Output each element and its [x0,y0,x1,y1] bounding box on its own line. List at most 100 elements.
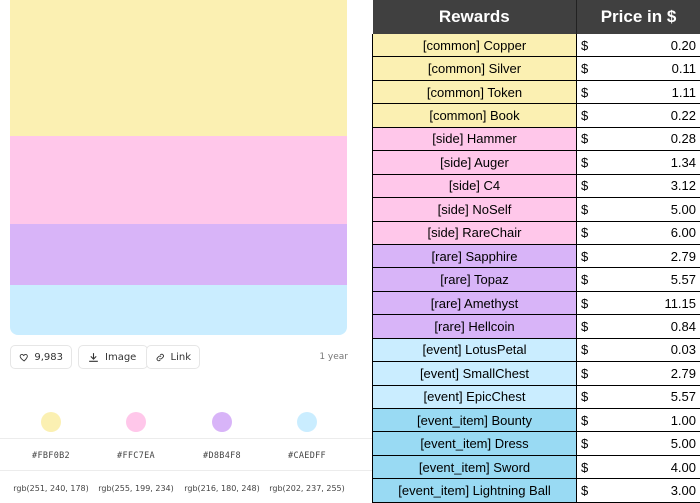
palette-band-1[interactable] [10,0,347,136]
table-row: [common] Token $1.11 [372,80,700,105]
download-icon [89,352,98,362]
header-rewards: Rewards [372,0,577,34]
currency-symbol: $ [576,174,605,199]
currency-symbol: $ [576,455,605,480]
copy-link-button[interactable]: Link [146,345,200,369]
reward-name: [rare] Topaz [372,267,577,292]
reward-price: 3.12 [604,174,700,199]
table-row: [rare] Amethyst $11.15 [372,291,700,316]
swatch-rgb-4[interactable]: rgb(202, 237, 255) [269,484,345,493]
table-row: [event] LotusPetal $0.03 [372,338,700,363]
rewards-table: Rewards Price in $ [common] Copper $0.20[… [372,0,700,503]
currency-symbol: $ [576,478,605,503]
palette-band-3[interactable] [10,224,347,285]
currency-symbol: $ [576,80,605,105]
reward-name: [event] LotusPetal [372,338,577,363]
palette-age: 1 year [319,352,348,362]
reward-name: [side] Hammer [372,127,577,152]
reward-price: 1.00 [604,408,700,433]
reward-price: 0.22 [604,103,700,128]
table-header-row: Rewards Price in $ [372,0,700,34]
currency-symbol: $ [576,314,605,339]
reward-price: 5.00 [604,431,700,456]
reward-name: [rare] Sapphire [372,244,577,269]
currency-symbol: $ [576,34,605,58]
reward-price: 1.34 [604,150,700,175]
swatch-1[interactable] [8,412,94,432]
swatch-rgb-3[interactable]: rgb(216, 180, 248) [184,484,260,493]
currency-symbol: $ [576,431,605,456]
link-label: Link [170,351,191,363]
reward-price: 5.57 [604,385,700,410]
swatch-rgb-2[interactable]: rgb(255, 199, 234) [98,484,174,493]
swatch-2[interactable] [93,412,179,432]
reward-name: [event] EpicChest [372,385,577,410]
currency-symbol: $ [576,361,605,386]
reward-name: [event_item] Bounty [372,408,577,433]
reward-name: [event] SmallChest [372,361,577,386]
currency-symbol: $ [576,56,605,81]
table-row: [event] EpicChest $5.57 [372,385,700,410]
reward-name: [common] Silver [372,56,577,81]
palette-band-2[interactable] [10,136,347,224]
reward-name: [rare] Hellcoin [372,314,577,339]
reward-price: 0.28 [604,127,700,152]
currency-symbol: $ [576,221,605,245]
like-count: 9,983 [34,351,63,363]
reward-price: 5.57 [604,267,700,292]
palette-band-4[interactable] [10,285,347,335]
reward-price: 0.03 [604,338,700,363]
table-row: [side] NoSelf $5.00 [372,197,700,222]
swatch-hex-4[interactable]: #CAEDFF [288,451,326,461]
currency-symbol: $ [576,408,605,433]
table-row: [rare] Hellcoin $0.84 [372,314,700,339]
download-image-button[interactable]: Image [78,345,148,369]
currency-symbol: $ [576,150,605,175]
reward-name: [event_item] Lightning Ball [372,478,577,503]
image-label: Image [105,351,137,363]
swatch-4[interactable] [264,412,350,432]
like-button[interactable]: 9,983 [10,345,72,369]
palette-preview[interactable] [10,0,347,335]
reward-price: 3.00 [604,478,700,503]
currency-symbol: $ [576,267,605,292]
table-row: [side] C4 $3.12 [372,174,700,199]
reward-price: 2.79 [604,361,700,386]
reward-name: [common] Copper [372,34,577,58]
reward-price: 11.15 [604,291,700,316]
reward-name: [side] Auger [372,150,577,175]
reward-price: 0.11 [604,56,700,81]
heart-icon [19,353,28,361]
table-row: [event_item] Sword $4.00 [372,455,700,480]
table-row: [common] Silver $0.11 [372,56,700,81]
table-row: [side] RareChair $6.00 [372,221,700,245]
currency-symbol: $ [576,127,605,152]
table-row: [rare] Topaz $5.57 [372,267,700,292]
reward-price: 6.00 [604,221,700,245]
link-icon [156,353,164,361]
reward-name: [side] RareChair [372,221,577,245]
table-row: [common] Book $0.22 [372,103,700,128]
reward-price: 0.20 [604,34,700,58]
swatch-3[interactable] [179,412,265,432]
swatch-hex-2[interactable]: #FFC7EA [117,451,155,461]
table-row: [rare] Sapphire $2.79 [372,244,700,269]
reward-price: 5.00 [604,197,700,222]
reward-name: [common] Book [372,103,577,128]
swatch-dot-2 [126,412,146,432]
currency-symbol: $ [576,103,605,128]
divider [0,470,372,471]
reward-price: 1.11 [604,80,700,105]
swatch-hex-3[interactable]: #D8B4F8 [203,451,241,461]
currency-symbol: $ [576,338,605,363]
swatch-rgb-1[interactable]: rgb(251, 240, 178) [13,484,89,493]
table-row: [event_item] Bounty $1.00 [372,408,700,433]
reward-name: [common] Token [372,80,577,105]
swatch-dot-3 [212,412,232,432]
swatch-hex-1[interactable]: #FBF0B2 [32,451,70,461]
table-row: [side] Auger $1.34 [372,150,700,175]
palette-actions: 9,983 Image Link 1 year [10,345,350,371]
divider [0,438,372,439]
reward-price: 4.00 [604,455,700,480]
reward-name: [side] C4 [372,174,577,199]
